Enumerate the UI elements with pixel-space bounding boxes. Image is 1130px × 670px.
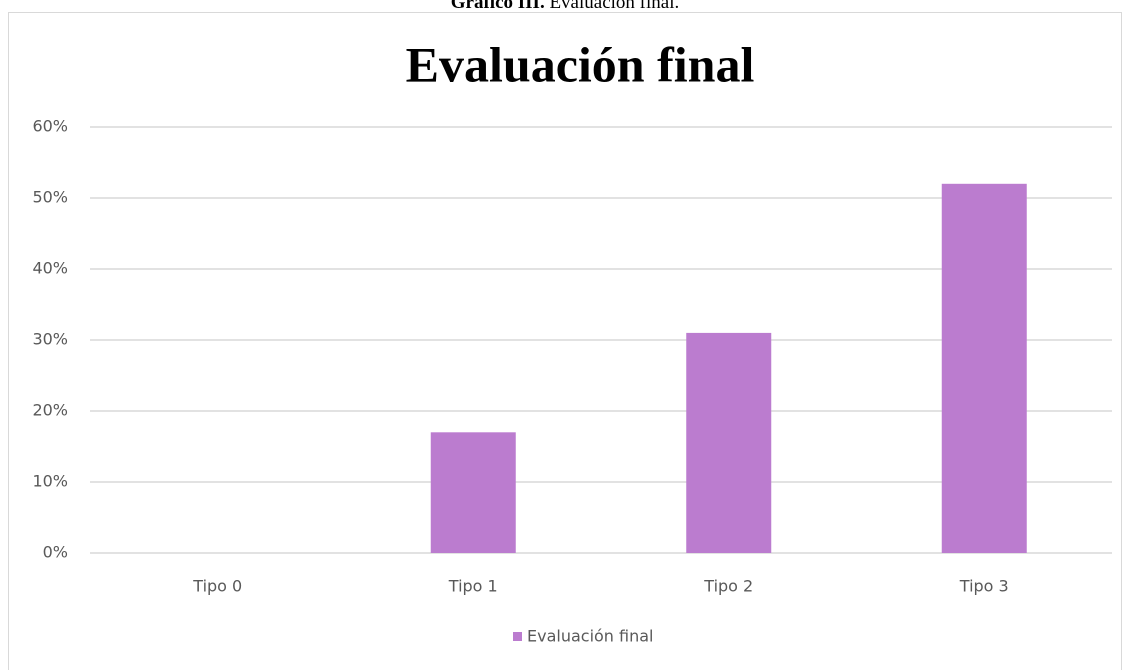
y-tick-label: 10%: [32, 472, 68, 491]
y-tick-label: 30%: [32, 330, 68, 349]
y-tick-label: 20%: [32, 401, 68, 420]
y-tick-label: 0%: [43, 543, 68, 562]
x-tick-label: Tipo 3: [959, 577, 1009, 596]
y-tick-label: 60%: [32, 117, 68, 136]
caption-label: Gráfico III.: [451, 0, 545, 13]
y-tick-label: 40%: [32, 259, 68, 278]
caption: Gráfico III. Evaluación final.: [451, 0, 679, 13]
x-tick-label: Tipo 1: [448, 577, 498, 596]
x-tick-label: Tipo 0: [192, 577, 242, 596]
y-tick-label: 50%: [32, 188, 68, 207]
bar: [430, 432, 516, 553]
chart-border: [8, 12, 1122, 670]
x-tick-label: Tipo 2: [703, 577, 753, 596]
chart-title: Evaluación final: [406, 36, 755, 92]
legend-swatch: [513, 632, 522, 641]
caption-text: Evaluación final.: [549, 0, 679, 13]
legend-label: Evaluación final: [527, 627, 654, 646]
bar: [686, 332, 772, 553]
bar: [941, 183, 1027, 554]
